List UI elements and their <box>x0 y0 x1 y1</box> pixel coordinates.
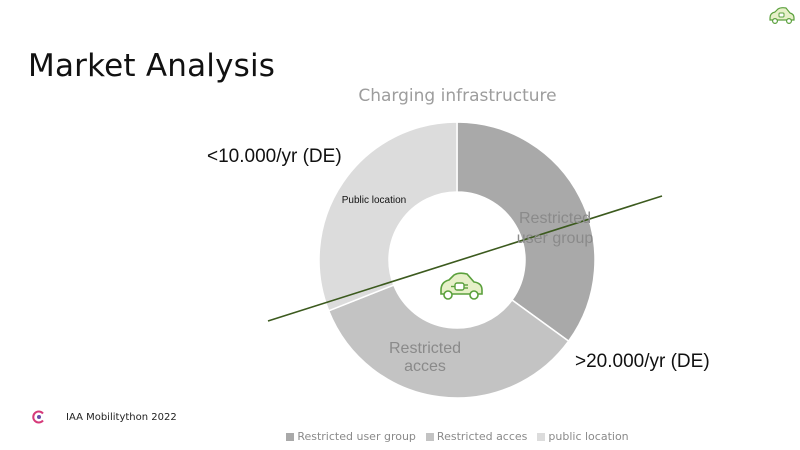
legend-swatch <box>286 432 295 441</box>
slide-title: Market Analysis <box>28 48 276 84</box>
chart-legend: Restricted user group Restricted acces p… <box>0 430 800 443</box>
legend-label: Restricted acces <box>436 430 528 443</box>
ev-car-plug-icon <box>769 7 795 25</box>
chart-title: Charging infrastructure <box>358 86 557 106</box>
legend-item-restricted-user-group: Restricted user group <box>286 430 416 443</box>
legend-label: public location <box>548 430 629 443</box>
slice-label-public-location: Public location <box>342 195 406 206</box>
slice-public-location <box>318 121 458 312</box>
legend-item-public-location: public location <box>537 430 629 443</box>
slice-label-restricted-user-group: Restricted user group <box>517 210 594 247</box>
trend-line <box>267 195 663 322</box>
legend-swatch <box>537 432 546 441</box>
slice-label-restricted-acces: Restricted acces <box>389 340 461 375</box>
footer-event-name: IAA Mobilitython 2022 <box>66 412 177 423</box>
event-logo-icon <box>32 410 44 424</box>
slice-restricted-acces <box>327 284 570 399</box>
annotation-high-volume: >20.000/yr (DE) <box>575 351 710 372</box>
legend-swatch <box>425 432 434 441</box>
legend-label: Restricted user group <box>297 430 416 443</box>
legend-item-restricted-acces: Restricted acces <box>425 430 528 443</box>
ev-car-plug-icon <box>440 272 483 300</box>
annotation-low-volume: <10.000/yr (DE) <box>207 146 342 167</box>
slice-restricted-user-group <box>456 121 596 343</box>
